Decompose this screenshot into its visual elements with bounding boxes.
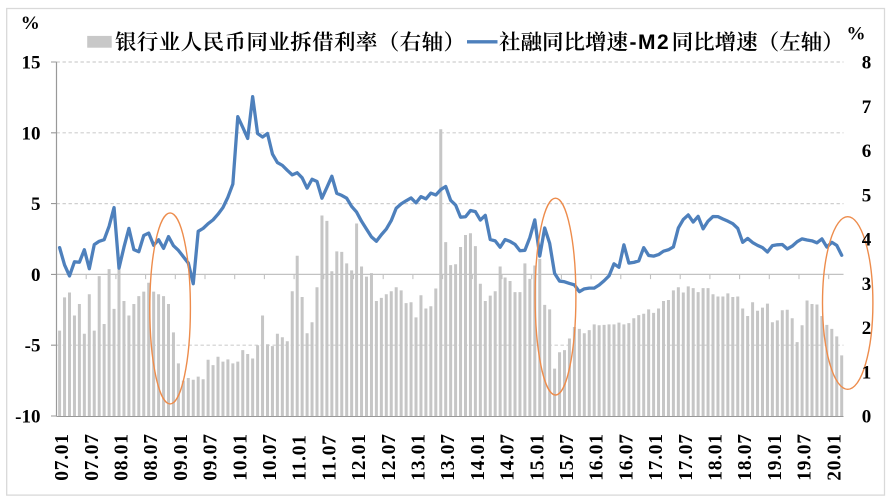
svg-text:16.07: 16.07 bbox=[616, 433, 637, 480]
svg-text:13.07: 13.07 bbox=[438, 433, 459, 480]
svg-text:-10: -10 bbox=[15, 407, 40, 428]
svg-text:09.07: 09.07 bbox=[201, 433, 222, 480]
svg-text:5: 5 bbox=[31, 194, 41, 215]
svg-text:0: 0 bbox=[31, 265, 41, 286]
svg-text:18.07: 18.07 bbox=[735, 433, 756, 480]
svg-text:5: 5 bbox=[862, 185, 872, 206]
svg-text:20.01: 20.01 bbox=[824, 433, 845, 480]
svg-text:08.07: 08.07 bbox=[141, 433, 162, 480]
svg-text:-5: -5 bbox=[25, 336, 41, 357]
svg-text:14.07: 14.07 bbox=[498, 433, 519, 480]
svg-text:10: 10 bbox=[22, 123, 41, 144]
svg-text:15: 15 bbox=[22, 53, 41, 74]
svg-text:07.01: 07.01 bbox=[52, 433, 73, 480]
svg-text:3: 3 bbox=[862, 274, 872, 295]
svg-text:15.01: 15.01 bbox=[527, 433, 548, 480]
svg-text:11.07: 11.07 bbox=[319, 434, 340, 480]
svg-text:%: % bbox=[847, 24, 866, 45]
svg-text:6: 6 bbox=[862, 141, 872, 162]
svg-text:0: 0 bbox=[862, 407, 872, 428]
svg-text:19.07: 19.07 bbox=[795, 433, 816, 480]
svg-text:2: 2 bbox=[862, 318, 872, 339]
svg-text:08.01: 08.01 bbox=[112, 433, 133, 480]
svg-text:14.01: 14.01 bbox=[468, 433, 489, 480]
svg-text:%: % bbox=[21, 13, 40, 34]
svg-text:18.01: 18.01 bbox=[706, 433, 727, 480]
svg-text:19.01: 19.01 bbox=[765, 433, 786, 480]
svg-text:17.01: 17.01 bbox=[646, 433, 667, 480]
svg-text:11.01: 11.01 bbox=[290, 434, 311, 480]
svg-text:07.07: 07.07 bbox=[82, 433, 103, 480]
svg-text:4: 4 bbox=[862, 230, 872, 251]
svg-text:8: 8 bbox=[862, 53, 872, 74]
svg-text:10.01: 10.01 bbox=[230, 433, 251, 480]
svg-text:13.01: 13.01 bbox=[409, 433, 430, 480]
svg-text:12.01: 12.01 bbox=[349, 433, 370, 480]
svg-text:10.07: 10.07 bbox=[260, 433, 281, 480]
svg-text:16.01: 16.01 bbox=[587, 433, 608, 480]
svg-text:12.07: 12.07 bbox=[379, 433, 400, 480]
svg-text:7: 7 bbox=[862, 97, 872, 118]
svg-text:1: 1 bbox=[862, 362, 872, 383]
svg-text:17.07: 17.07 bbox=[676, 433, 697, 480]
svg-text:15.07: 15.07 bbox=[557, 433, 578, 480]
svg-text:09.01: 09.01 bbox=[171, 433, 192, 480]
